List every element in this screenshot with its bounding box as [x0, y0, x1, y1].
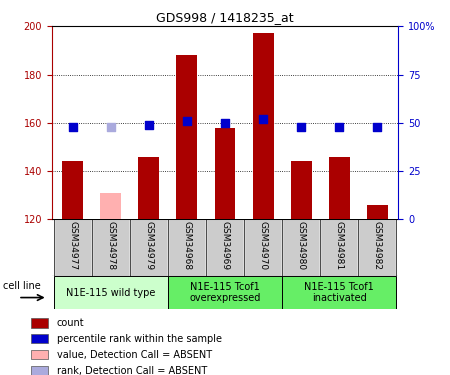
- Point: [336, 124, 343, 130]
- Point: [69, 124, 76, 130]
- Text: GSM34981: GSM34981: [335, 221, 344, 270]
- Bar: [62, 161, 83, 219]
- Text: GSM34978: GSM34978: [106, 221, 115, 270]
- Text: GSM34979: GSM34979: [144, 221, 153, 270]
- Bar: [367, 205, 388, 219]
- Bar: [176, 55, 198, 219]
- Bar: [31, 366, 48, 375]
- Bar: [100, 193, 121, 219]
- Bar: [139, 157, 159, 219]
- Point: [107, 124, 114, 130]
- Text: count: count: [57, 318, 84, 328]
- Point: [297, 124, 305, 130]
- Text: GSM34977: GSM34977: [68, 221, 77, 270]
- Bar: [291, 161, 311, 219]
- Bar: [31, 350, 48, 359]
- Bar: [244, 219, 282, 276]
- Title: GDS998 / 1418235_at: GDS998 / 1418235_at: [156, 11, 294, 24]
- Text: N1E-115 Tcof1
overexpressed: N1E-115 Tcof1 overexpressed: [189, 282, 261, 303]
- Text: N1E-115 Tcof1
inactivated: N1E-115 Tcof1 inactivated: [304, 282, 374, 303]
- Bar: [54, 276, 168, 309]
- Text: GSM34970: GSM34970: [259, 221, 268, 270]
- Bar: [31, 334, 48, 344]
- Text: GSM34969: GSM34969: [220, 221, 230, 270]
- Bar: [215, 128, 235, 219]
- Bar: [31, 318, 48, 327]
- Text: GSM34968: GSM34968: [182, 221, 191, 270]
- Bar: [168, 276, 282, 309]
- Text: GSM34980: GSM34980: [297, 221, 306, 270]
- Bar: [252, 33, 274, 219]
- Point: [374, 124, 381, 130]
- Bar: [320, 219, 358, 276]
- Point: [183, 118, 190, 124]
- Point: [145, 122, 153, 128]
- Point: [260, 116, 267, 122]
- Bar: [54, 219, 92, 276]
- Bar: [282, 219, 320, 276]
- Bar: [358, 219, 396, 276]
- Text: value, Detection Call = ABSENT: value, Detection Call = ABSENT: [57, 350, 212, 360]
- Bar: [329, 157, 350, 219]
- Bar: [168, 219, 206, 276]
- Text: cell line: cell line: [3, 281, 40, 291]
- Text: GSM34982: GSM34982: [373, 221, 382, 270]
- Bar: [206, 219, 244, 276]
- Point: [221, 120, 229, 126]
- Bar: [130, 219, 168, 276]
- Text: N1E-115 wild type: N1E-115 wild type: [66, 288, 155, 297]
- Bar: [92, 219, 130, 276]
- Text: percentile rank within the sample: percentile rank within the sample: [57, 334, 222, 344]
- Text: rank, Detection Call = ABSENT: rank, Detection Call = ABSENT: [57, 366, 207, 375]
- Bar: [282, 276, 396, 309]
